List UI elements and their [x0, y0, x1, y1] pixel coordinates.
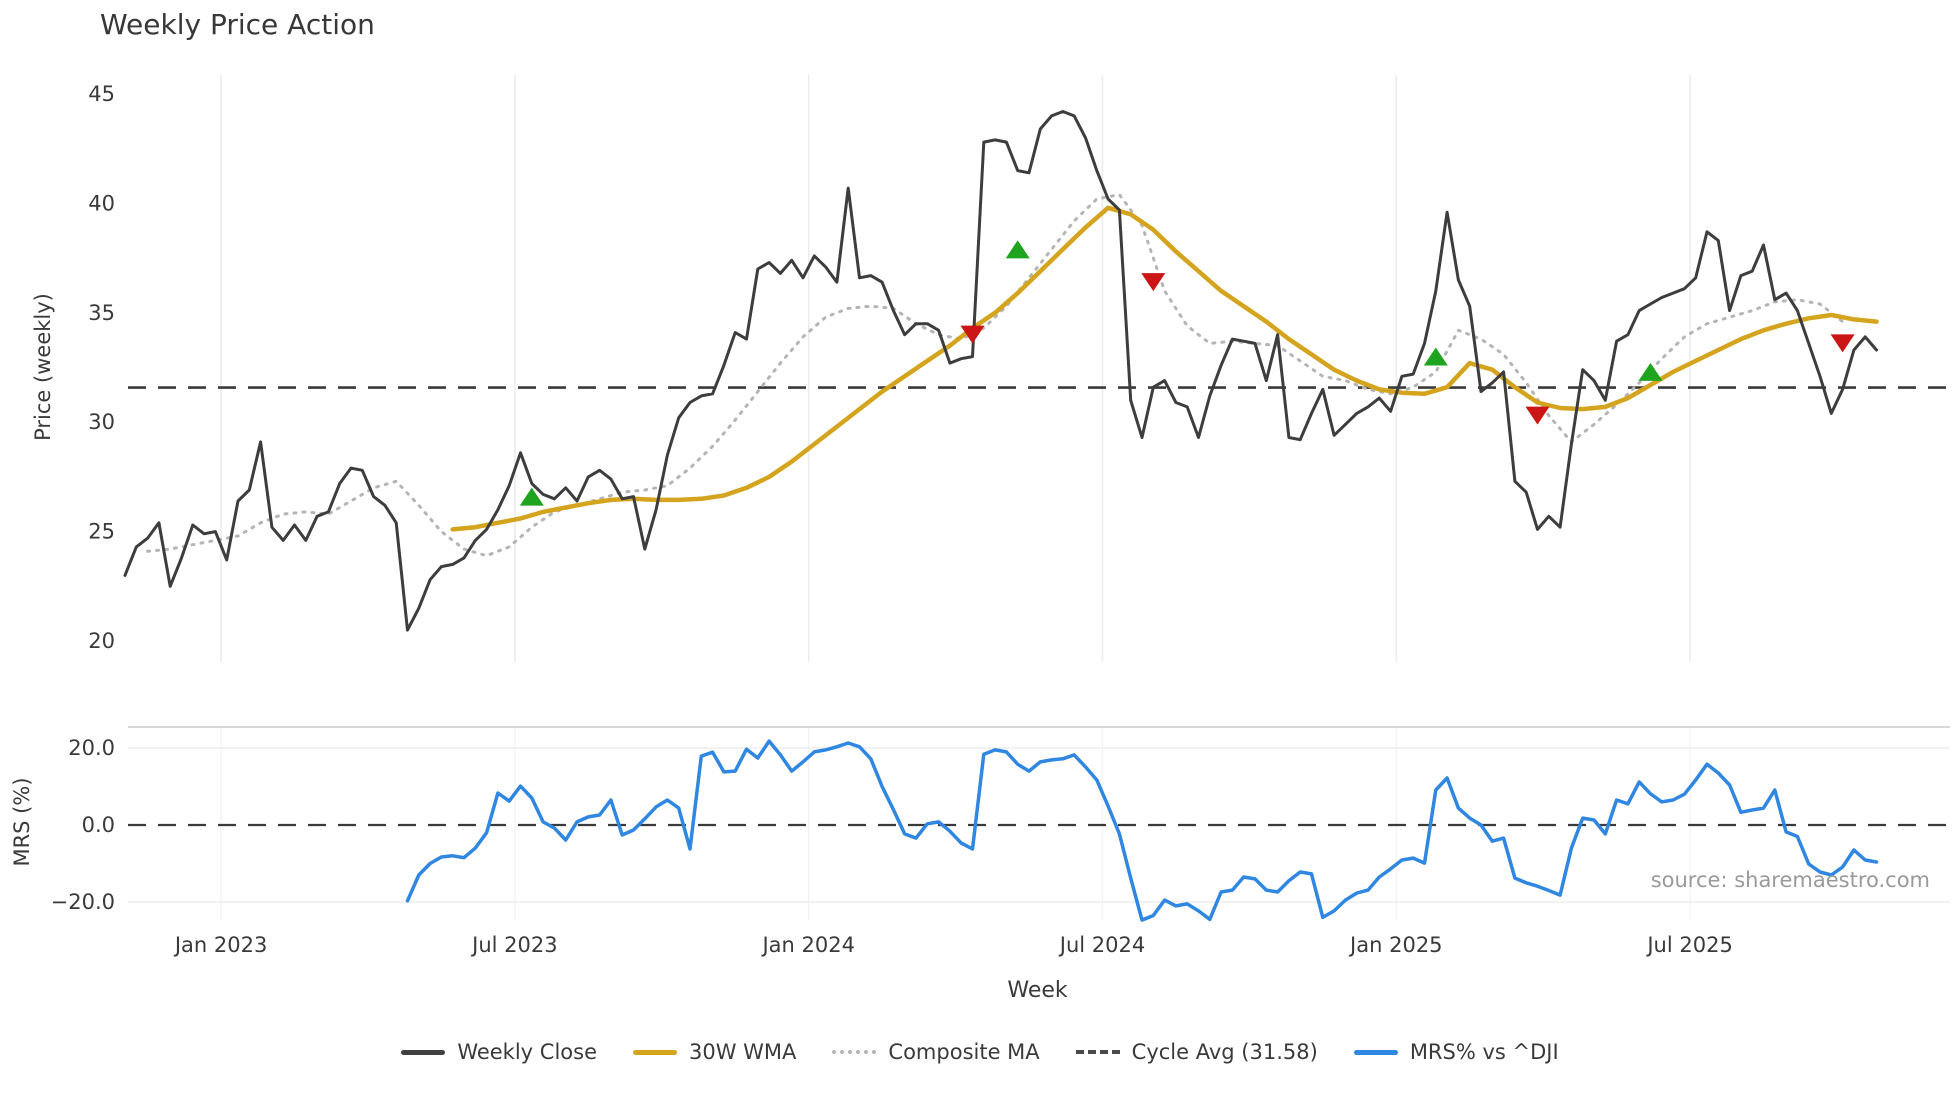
price-tick-label: 20 [88, 629, 115, 653]
chart-legend: Weekly Close 30W WMA Composite MA Cycle … [0, 1040, 1960, 1064]
composite-ma-line [146, 193, 1845, 558]
legend-item-mrs: MRS% vs ^DJI [1353, 1040, 1559, 1064]
legend-label: 30W WMA [689, 1040, 797, 1064]
price-axis-label: Price (weekly) [31, 293, 55, 441]
price-tick-label: 35 [88, 301, 115, 325]
mrs-line [405, 739, 1879, 922]
cycle-avg-swatch-icon [1075, 1050, 1120, 1054]
buy-marker-icon [1638, 362, 1663, 381]
buy-markers [519, 240, 1663, 506]
mrs-axis-label: MRS (%) [10, 777, 34, 867]
x-tick-label: Jul 2023 [470, 933, 557, 957]
sell-marker-icon [1141, 273, 1166, 292]
sell-markers [960, 273, 1855, 425]
weekly-close-swatch-icon [401, 1049, 446, 1055]
mrs-tick-label: −20.0 [51, 890, 115, 914]
legend-label: MRS% vs ^DJI [1409, 1040, 1559, 1064]
buy-marker-icon [1005, 240, 1030, 259]
legend-label: Cycle Avg (31.58) [1131, 1040, 1318, 1064]
x-tick-label: Jul 2024 [1058, 933, 1145, 957]
sell-marker-icon [960, 325, 985, 344]
sell-marker-icon [1830, 334, 1855, 353]
gridlines [128, 75, 1950, 920]
legend-item-30w-wma: 30W WMA [633, 1040, 796, 1064]
x-tick-label: Jan 2024 [760, 933, 855, 957]
x-tick-label: Jul 2025 [1645, 933, 1732, 957]
sell-marker-icon [1525, 406, 1550, 425]
price-tick-label: 40 [88, 191, 115, 215]
price-tick-label: 45 [88, 82, 115, 106]
buy-marker-icon [1423, 347, 1448, 366]
x-tick-label: Jan 2025 [1348, 933, 1443, 957]
mrs-tick-label: 20.0 [68, 736, 115, 760]
weekly-close-line [123, 110, 1878, 632]
wma-line [450, 205, 1879, 532]
source-note: source: sharemaestro.com [1650, 868, 1930, 892]
x-tick-label: Jan 2023 [173, 933, 268, 957]
chart-title: Weekly Price Action [100, 8, 375, 41]
legend-label: Weekly Close [457, 1040, 597, 1064]
legend-item-weekly-close: Weekly Close [401, 1040, 597, 1064]
buy-marker-icon [519, 487, 544, 506]
legend-label: Composite MA [888, 1040, 1040, 1064]
x-axis-label: Week [1007, 978, 1068, 1003]
legend-item-cycle-avg: Cycle Avg (31.58) [1075, 1040, 1318, 1064]
wma-swatch-icon [633, 1049, 677, 1055]
composite-ma-swatch-icon [832, 1050, 877, 1054]
mrs-swatch-icon [1353, 1049, 1398, 1055]
price-tick-label: 30 [88, 410, 115, 434]
mrs-tick-label: 0.0 [82, 813, 115, 837]
price-tick-label: 25 [88, 520, 115, 544]
legend-item-composite-ma: Composite MA [832, 1040, 1040, 1064]
